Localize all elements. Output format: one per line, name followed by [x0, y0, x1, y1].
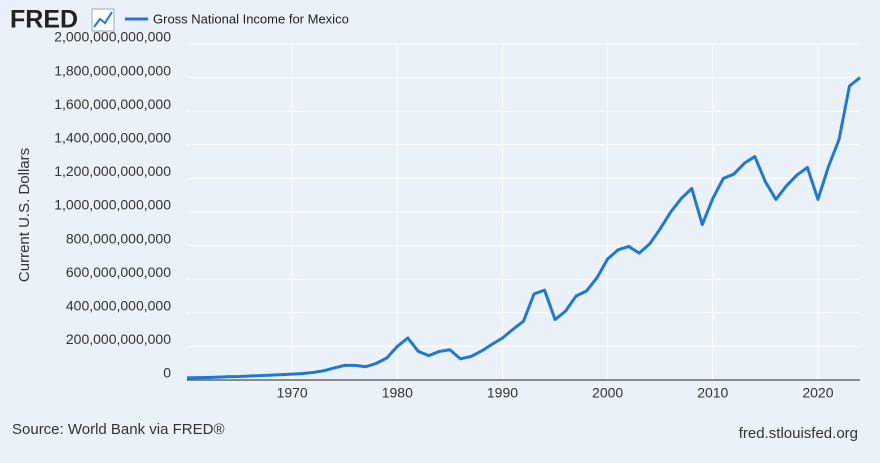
y-tick-label: 1,000,000,000,000: [54, 197, 171, 213]
x-tick-label: 2000: [592, 385, 623, 401]
x-tick-label: 1990: [487, 385, 518, 401]
y-tick-label: 2,000,000,000,000: [54, 29, 171, 45]
y-tick-label: 1,800,000,000,000: [54, 62, 171, 78]
series-line: [186, 76, 861, 380]
source: Source: World Bank via FRED®: [12, 421, 225, 438]
y-tick-label: 1,600,000,000,000: [54, 96, 171, 112]
x-tick-label: 2020: [802, 385, 833, 401]
y-tick-label: 1,200,000,000,000: [54, 163, 171, 179]
y-tick-label: 600,000,000,000: [66, 264, 171, 280]
x-tick-label: 2010: [697, 385, 728, 401]
logo-icon: [91, 8, 115, 32]
y-tick-label: 200,000,000,000: [66, 331, 171, 347]
y-tick-label: 0: [163, 365, 171, 381]
logo[interactable]: FRED: [10, 6, 78, 34]
site[interactable]: fred.stlouisfed.org: [739, 425, 858, 442]
y-tick-label: 400,000,000,000: [66, 298, 171, 314]
y-tick-label: 1,400,000,000,000: [54, 130, 171, 146]
y-axis-label: Current U.S. Dollars: [16, 148, 33, 282]
legend-label: Gross National Income for Mexico: [153, 11, 349, 26]
y-tick-label: 800,000,000,000: [66, 230, 171, 246]
x-tick-label: 1980: [382, 385, 413, 401]
x-tick-label: 1970: [277, 385, 308, 401]
